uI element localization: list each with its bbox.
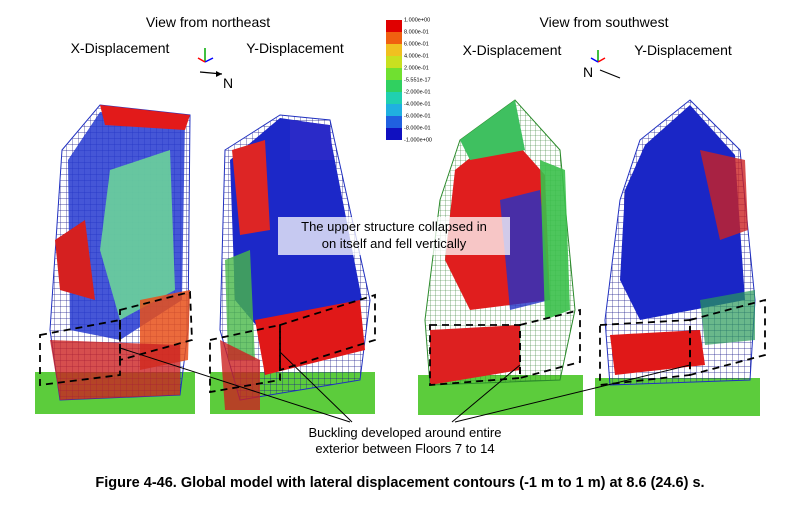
dashed-region [519,308,581,380]
dashed-region [429,324,521,386]
colorbar-label: 2.000e-01 [404,65,429,71]
triad [590,50,621,79]
colorbar-label: -2.000e-01 [404,89,431,95]
colorbar-label: -6.000e-01 [404,113,431,119]
colorbar [386,20,402,140]
triad [197,48,223,77]
colorbar-label: 4.000e-01 [404,53,429,59]
model-y-southwest [595,99,760,416]
annotation: Buckling developed around entire [309,425,502,440]
x-label: X-Displacement [463,42,562,58]
annotation: on itself and fell vertically [322,236,467,251]
leader-lines [119,347,691,423]
colorbar-label: 6.000e-01 [404,41,429,47]
north-label: N [583,64,593,80]
model-y-northeast [210,114,375,414]
colorbar-label: -1.000e+00 [404,137,432,143]
dashed-region [279,293,376,372]
dashed-region [119,290,193,362]
colorbar-label: 1.000e+00 [404,17,430,23]
colorbar-label: -4.000e-01 [404,101,431,107]
model-x-northeast [35,104,195,414]
annotation-box [278,217,510,255]
caption: Figure 4-46. Global model with lateral d… [95,475,704,491]
colorbar-label: -8.000e-01 [404,125,431,131]
view-title: View from southwest [540,14,669,30]
colorbar-label: 8.000e-01 [404,29,429,35]
x-label: X-Displacement [71,40,170,56]
dashed-region [39,318,121,387]
dashed-region [209,323,281,394]
colorbar-label: -5.551e-17 [404,77,431,83]
view-title: View from northeast [146,14,270,30]
y-label: Y-Displacement [246,40,344,56]
dashed-region [689,298,766,377]
north-label: N [223,75,233,91]
y-label: Y-Displacement [634,42,732,58]
annotation: exterior between Floors 7 to 14 [315,441,494,456]
annotation: The upper structure collapsed in [301,219,487,234]
